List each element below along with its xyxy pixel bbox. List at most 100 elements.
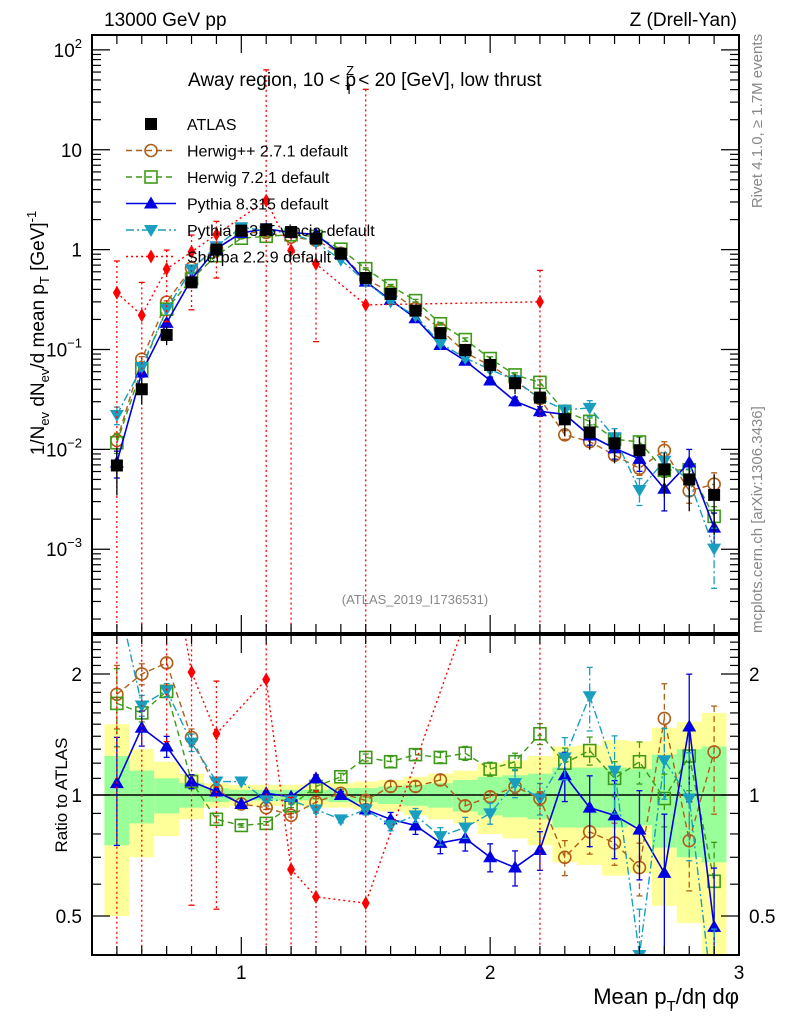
ratio-point [163, 523, 171, 537]
legend-label: Pythia 8.315 default [187, 197, 329, 214]
ratio-point [259, 795, 274, 808]
atlas-point [434, 327, 447, 340]
atlas-point [558, 413, 571, 426]
legend-label: Herwig 7.2.1 default [187, 170, 330, 187]
ratio-point [582, 800, 597, 813]
atlas-point [334, 247, 347, 260]
stat-uncertainty-band [154, 778, 180, 814]
ratio-point [184, 737, 199, 750]
ratio-point [333, 814, 348, 827]
atlas-data [110, 223, 721, 535]
ratio-point [582, 691, 597, 704]
atlas-point [160, 328, 173, 341]
ratio-point [657, 755, 672, 768]
y-tick-label: 10−2 [46, 435, 82, 461]
series-line [116, 199, 540, 317]
data-point [483, 373, 498, 386]
legend-marker [144, 170, 158, 184]
series-4-main [112, 69, 544, 633]
ratio-point [308, 771, 323, 784]
ratio-y-tick-labels: 0.5 0.5 1 1 2 2 [56, 665, 776, 928]
atlas-point [210, 243, 223, 256]
ratio-point [557, 752, 572, 765]
ratio-y-tick-label-right: 1 [749, 786, 760, 807]
data-point [159, 303, 174, 316]
atlas-point [583, 426, 596, 439]
atlas-point [533, 391, 546, 404]
data-point [137, 308, 146, 323]
ratio-y-axis-label: Ratio to ATLAS [52, 738, 71, 853]
atlas-point [359, 272, 372, 285]
atlas-point [285, 226, 298, 239]
ratio-point [408, 779, 423, 794]
series-line [116, 234, 715, 517]
series-0-main [110, 225, 721, 504]
atlas-point [185, 276, 198, 289]
data-point [532, 404, 547, 417]
ratio-point [682, 793, 697, 806]
series-2-main [109, 221, 722, 551]
y-tick-label: 10 [61, 141, 82, 162]
legend-marker [144, 143, 158, 158]
ratio-point [408, 747, 423, 762]
rivet-label: Rivet 4.1.0, ≥ 1.7M events [749, 34, 766, 208]
ratio-point [632, 822, 647, 835]
ratio-point [287, 862, 296, 877]
ratio-point [657, 711, 672, 726]
ratio-point [483, 850, 498, 863]
ratio-point [408, 818, 423, 831]
legend-entry: Sherpa 2.2.9 default [126, 249, 332, 267]
ratio-point [383, 754, 398, 769]
ratio-point [707, 745, 721, 759]
ratio-point [187, 665, 196, 680]
y-axis-label: 1/Nev dNev/d mean pT [GeV]-1 [24, 211, 52, 456]
ratio-point [508, 754, 522, 769]
ratio-y-tick-label: 2 [71, 665, 82, 686]
atlas-point [110, 459, 123, 472]
atlas-point [260, 223, 273, 236]
mcplots-label: mcplots.cern.ch [arXiv:1306.3436] [749, 406, 766, 633]
ratio-point [113, 93, 121, 107]
header-right: Z (Drell-Yan) [630, 10, 737, 31]
ratio-point [558, 850, 572, 865]
series-line [116, 226, 715, 549]
ratio-point [259, 786, 274, 799]
ratio-point [311, 889, 320, 904]
x-tick-label: 1 [236, 963, 247, 984]
data-point [311, 256, 320, 271]
ratio-point [657, 865, 672, 878]
atlas-point [509, 377, 522, 390]
ratio-point [632, 754, 647, 769]
ratio-point [433, 831, 448, 844]
ratio-point [284, 808, 298, 823]
legend-marker [145, 118, 157, 130]
data-point [508, 394, 523, 407]
data-point [112, 285, 121, 300]
series-line [116, 228, 715, 528]
analysis-label: (ATLAS_2019_I1736531) [342, 592, 488, 607]
data-point [535, 294, 544, 309]
x-tick-label: 3 [734, 963, 745, 984]
main-axis-ticks [91, 35, 740, 633]
data-point [287, 243, 296, 258]
atlas-point [459, 343, 472, 356]
ratio-point [159, 685, 174, 698]
ratio-point [333, 788, 348, 800]
ratio-panel: 0.5 0.5 1 1 2 2 1 2 3 Ratio to ATLAS Mean pT/dη… [52, 93, 776, 1015]
ratio-y-tick-label-right: 0.5 [749, 907, 775, 928]
header-left: 13000 GeV pp [104, 10, 227, 31]
ratio-point [334, 769, 348, 784]
ratio-point [483, 762, 497, 776]
ratio-point [433, 750, 448, 765]
ratio-point [383, 820, 398, 833]
data-point [632, 484, 647, 497]
ratio-series-layer [109, 93, 722, 955]
main-series-layer [109, 69, 722, 633]
ratio-point [209, 812, 224, 827]
data-point [433, 338, 448, 351]
chart-title: Away region, 10 < pZ T < 20 [GeV], low th… [188, 63, 542, 97]
legend-marker [144, 225, 158, 237]
atlas-point [608, 437, 621, 450]
y-tick-label: 1 [71, 241, 82, 262]
